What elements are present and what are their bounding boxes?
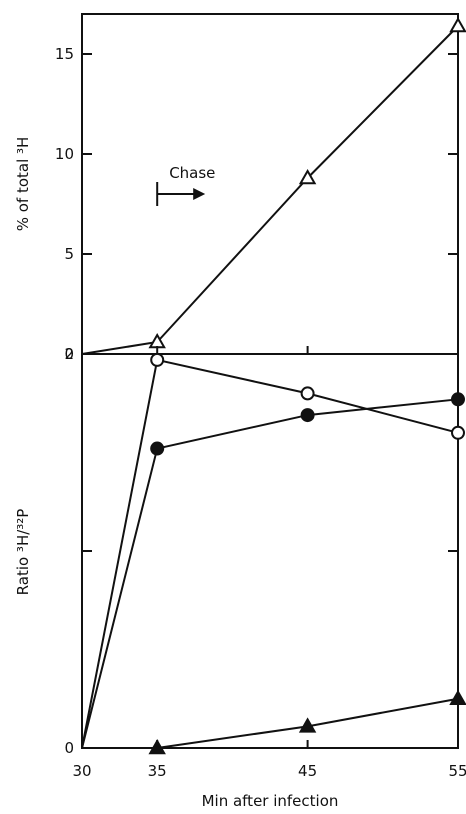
top-y-tick-label: 15 xyxy=(55,45,74,63)
x-tick-label: 35 xyxy=(148,762,167,780)
bottom-y-tick-label: 2 xyxy=(64,345,74,363)
x-tick-label: 30 xyxy=(72,762,91,780)
top-y-ticks: 0 5 10 15 xyxy=(55,45,459,363)
bottom-filled-circle-point xyxy=(451,392,465,407)
bottom-open-circle-point xyxy=(451,425,465,440)
bottom-filled-circle-point xyxy=(150,441,165,456)
top-series-open-triangle-line xyxy=(81,25,459,355)
bottom-series-layer xyxy=(81,352,466,755)
x-tick-label: 55 xyxy=(448,762,466,780)
top-open-triangle-point xyxy=(449,16,466,33)
top-series-layer xyxy=(81,16,466,355)
chase-annotation: Chase xyxy=(156,164,215,206)
top-y-axis-label: % of total ³H xyxy=(14,137,32,232)
top-open-triangle-point xyxy=(298,168,317,185)
bottom-filled-circle-point xyxy=(300,408,315,423)
bottom-filled-triangle-point xyxy=(298,717,317,733)
bottom-y-axis-label: Ratio ³H/³²P xyxy=(14,509,32,596)
top-y-tick-label: 5 xyxy=(64,245,74,263)
bottom-filled-triangle-point xyxy=(449,689,466,705)
bottom-open-circle-point xyxy=(150,352,165,367)
bottom-y-tick-label: 0 xyxy=(64,739,74,757)
chase-label: Chase xyxy=(169,164,215,182)
bottom-series-open-circle-line xyxy=(81,358,459,749)
bottom-open-circle-point xyxy=(300,386,315,401)
bottom-y-ticks: 02 xyxy=(64,345,458,757)
top-y-tick-label: 10 xyxy=(55,145,74,163)
bottom-series-filled-circle-line xyxy=(81,398,459,749)
x-axis-ticks: 30 35 45 55 xyxy=(72,740,466,780)
top-panel: 0 5 10 15 Chase % of total ³H xyxy=(14,13,466,363)
top-panel-frame xyxy=(81,13,459,355)
bottom-panel-frame xyxy=(81,353,459,749)
bottom-panel: 02 30 35 45 55 Ratio ³H/³²P Min after infec… xyxy=(14,345,466,810)
x-tick-label: 45 xyxy=(298,762,317,780)
top-y-tick-label: 0 xyxy=(64,345,74,363)
x-axis-label: Min after infection xyxy=(202,792,339,810)
chase-arrow-head xyxy=(193,188,206,200)
